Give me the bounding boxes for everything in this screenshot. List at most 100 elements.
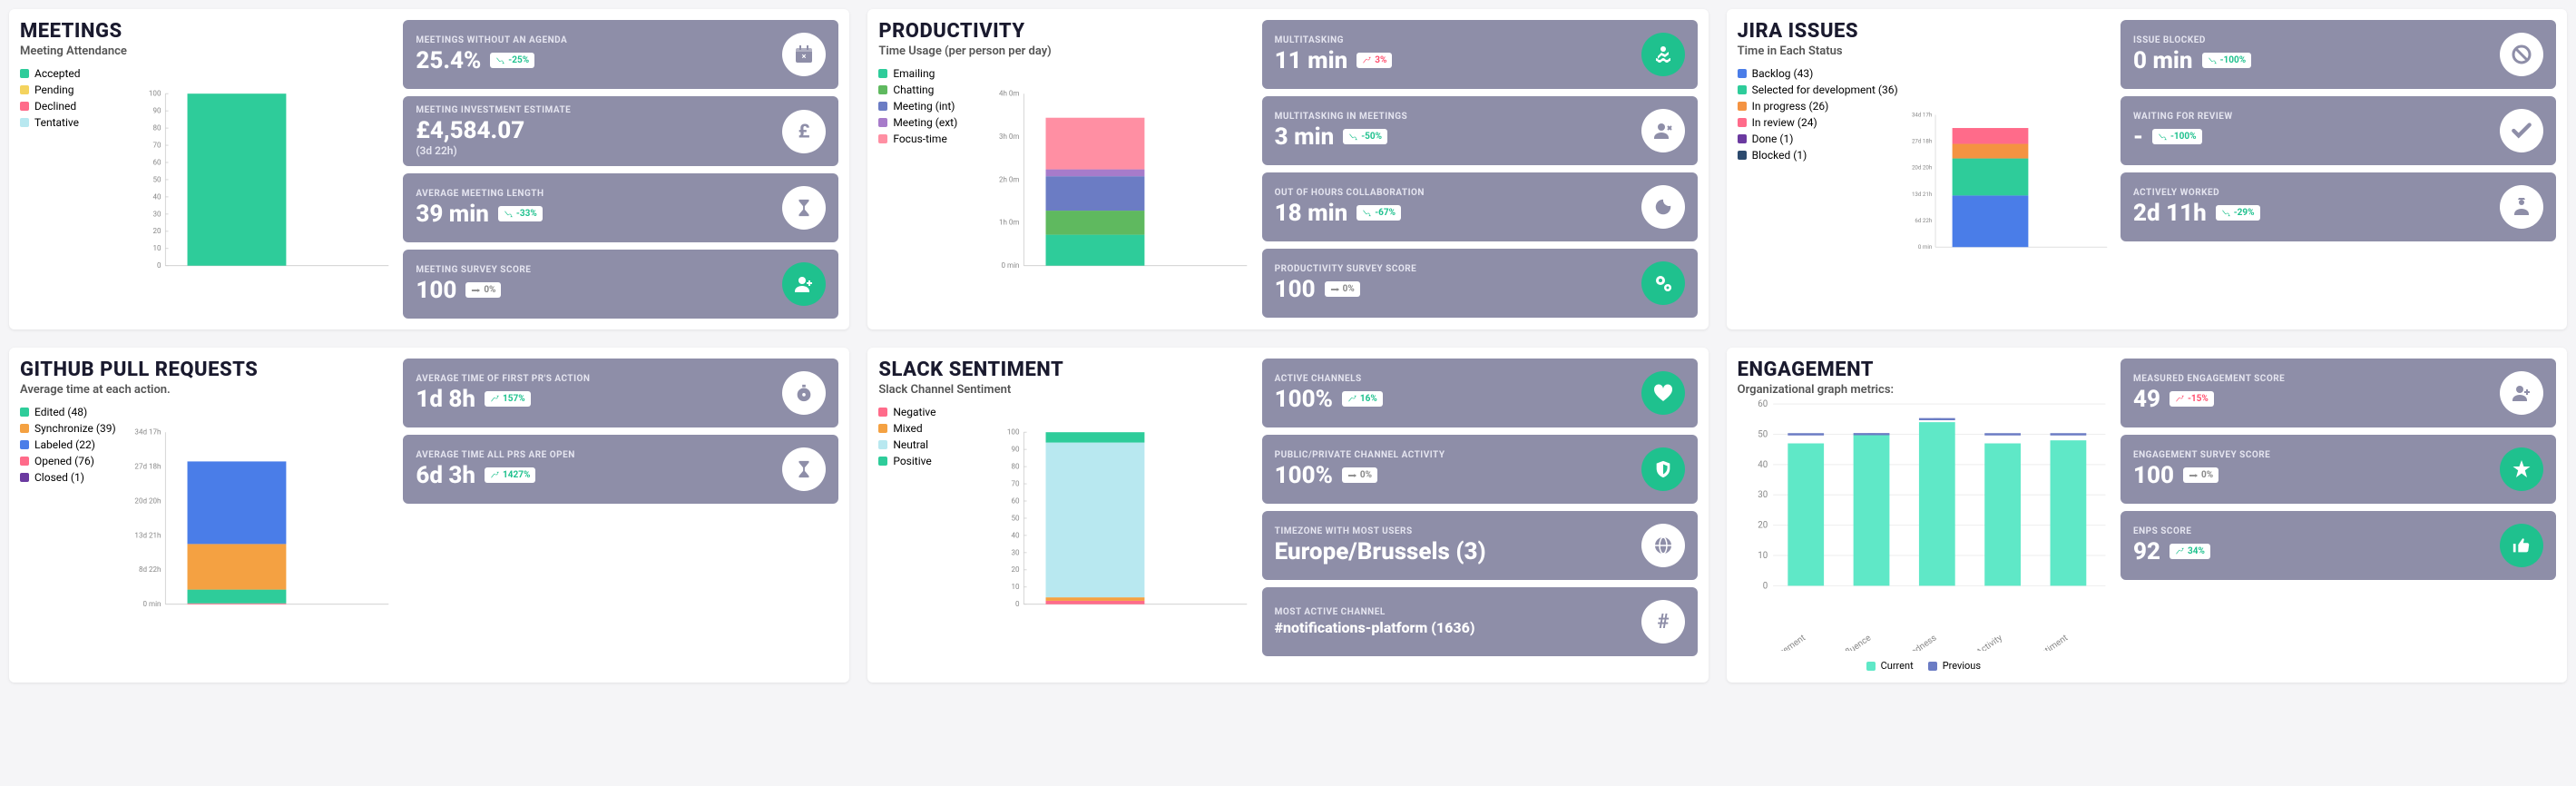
stat-tile: MOST ACTIVE CHANNEL #notifications-platf…	[1262, 587, 1698, 656]
user-plus-icon	[782, 262, 826, 306]
svg-text:10: 10	[1758, 551, 1768, 561]
stats-column: MEETINGS WITHOUT AN AGENDA 25.4%-25% × M…	[403, 20, 838, 319]
svg-text:0 min: 0 min	[1918, 243, 1932, 251]
stat-value: 6d 3h1427%	[416, 462, 782, 489]
legend-item: Labeled (22)	[20, 438, 120, 451]
stat-value: 1d 8h157%	[416, 386, 782, 413]
stat-label: MOST ACTIVE CHANNEL	[1275, 607, 1641, 617]
chart-legend: Backlog (43)Selected for development (36…	[1738, 67, 1898, 319]
calendar-icon: ×	[782, 33, 826, 76]
trend-badge: 0%	[2183, 467, 2218, 483]
svg-text:40: 40	[1012, 531, 1021, 539]
stat-value: Europe/Brussels (3)	[1275, 538, 1641, 565]
trend-badge: 3%	[1357, 53, 1392, 68]
svg-text:0 min: 0 min	[1002, 261, 1020, 270]
legend-item: Positive	[878, 455, 978, 467]
svg-text:Connectedness: Connectedness	[1883, 633, 1939, 651]
card-main: GITHUB PULL REQUESTS Average time at eac…	[20, 359, 392, 672]
legend-item: Accepted	[20, 67, 120, 80]
trend-badge: 0%	[1342, 467, 1377, 483]
card-github: GITHUB PULL REQUESTS Average time at eac…	[9, 348, 849, 683]
card-subtitle: Average time at each action.	[20, 383, 392, 397]
card-title: ENGAGEMENT	[1738, 359, 2110, 381]
chart-legend: NegativeMixedNeutralPositive	[878, 406, 978, 672]
legend-item: Declined	[20, 100, 120, 113]
hourglass-icon	[782, 186, 826, 230]
stat-value: 49-15%	[2133, 386, 2500, 413]
trend-badge: -100%	[2152, 129, 2202, 144]
card-title: PRODUCTIVITY	[878, 20, 1250, 43]
stat-value: 39 min-33%	[416, 201, 782, 228]
globe-icon	[1641, 524, 1685, 567]
ban-icon	[2500, 33, 2543, 76]
engagement-legend: CurrentPrevious	[1738, 660, 2110, 672]
card-title: GITHUB PULL REQUESTS	[20, 359, 392, 381]
stat-label: ENPS SCORE	[2133, 526, 2500, 536]
stat-label: MEETINGS WITHOUT AN AGENDA	[416, 35, 782, 45]
svg-text:30: 30	[152, 210, 162, 218]
legend-item: In progress (26)	[1738, 100, 1898, 113]
svg-text:×: ×	[802, 53, 807, 62]
stat-label: TIMEZONE WITH MOST USERS	[1275, 526, 1641, 536]
legend-item: Emailing	[878, 67, 978, 80]
svg-text:8d 22h: 8d 22h	[139, 565, 162, 574]
legend-item: Blocked (1)	[1738, 149, 1898, 162]
card-main: JIRA ISSUES Time in Each StatusBacklog (…	[1738, 20, 2110, 319]
stats-column: ISSUE BLOCKED 0 min-100% WAITING FOR REV…	[2121, 20, 2556, 319]
trend-badge: 157%	[485, 391, 531, 407]
svg-text:20d 20h: 20d 20h	[134, 496, 161, 505]
hash-icon: #	[1641, 600, 1685, 644]
stat-tile: ACTIVE CHANNELS 100%16%	[1262, 359, 1698, 427]
moon-icon	[1641, 185, 1685, 229]
card-title: MEETINGS	[20, 20, 392, 43]
svg-text:20d 20h: 20d 20h	[1912, 164, 1932, 172]
stat-value: 25.4%-25%	[416, 47, 782, 74]
stat-tile: MEETING INVESTMENT ESTIMATE £4,584.07 (3…	[403, 96, 838, 166]
legend-item: Synchronize (39)	[20, 422, 120, 435]
stat-value: --100%	[2133, 123, 2500, 151]
card-subtitle: Organizational graph metrics:	[1738, 383, 2110, 397]
card-main: MEETINGS Meeting AttendanceAcceptedPendi…	[20, 20, 392, 319]
svg-text:34d 17h: 34d 17h	[1912, 111, 1932, 118]
trend-badge: -25%	[490, 53, 534, 68]
legend-item: Opened (76)	[20, 455, 120, 467]
svg-text:90: 90	[152, 107, 162, 115]
card-engagement: ENGAGEMENT Organizational graph metrics:…	[1727, 348, 2567, 683]
stat-value: 1000%	[2133, 462, 2500, 489]
star-icon	[2500, 447, 2543, 491]
legend-item: Negative	[878, 406, 978, 418]
card-main: PRODUCTIVITY Time Usage (per person per …	[878, 20, 1250, 319]
svg-text:40: 40	[1758, 460, 1768, 470]
legend-item: Focus-time	[878, 133, 978, 145]
svg-text:20: 20	[1012, 565, 1021, 574]
stat-tile: AVERAGE TIME OF FIRST PR'S ACTION 1d 8h1…	[403, 359, 838, 427]
stat-tile: AVERAGE TIME ALL PRS ARE OPEN 6d 3h1427%	[403, 435, 838, 504]
stat-tile: OUT OF HOURS COLLABORATION 18 min-67%	[1262, 172, 1698, 241]
stat-tile: ISSUE BLOCKED 0 min-100%	[2121, 20, 2556, 89]
hourglass-icon	[782, 447, 826, 491]
legend-item: Pending	[20, 84, 120, 96]
card-main: SLACK SENTIMENT Slack Channel SentimentN…	[878, 359, 1250, 672]
stat-label: ACTIVELY WORKED	[2133, 188, 2500, 198]
stat-value: 1000%	[1275, 276, 1641, 303]
svg-text:20: 20	[1758, 521, 1768, 531]
stat-tile: ACTIVELY WORKED 2d 11h-29%	[2121, 172, 2556, 241]
stat-label: PRODUCTIVITY SURVEY SCORE	[1275, 264, 1641, 274]
trend-badge: -67%	[1357, 205, 1401, 221]
gears-icon	[1641, 261, 1685, 305]
svg-text:40: 40	[152, 192, 162, 201]
trend-badge: -15%	[2170, 391, 2214, 407]
stat-value: 100%16%	[1275, 386, 1641, 413]
stat-value: 1000%	[416, 277, 782, 304]
stat-tile: ENPS SCORE 9234%	[2121, 511, 2556, 580]
legend-item: Backlog (43)	[1738, 67, 1898, 80]
svg-text:13d 21h: 13d 21h	[1912, 191, 1932, 198]
engagement-chart: 0102030405060EngagementInfluenceConnecte…	[1738, 397, 2110, 654]
chart: 34d 17h27d 18h20d 20h13d 21h6d 22h0 min	[1907, 67, 2110, 319]
svg-text:Engagement: Engagement	[1761, 633, 1807, 651]
stopwatch-icon	[782, 371, 826, 415]
heart-icon	[1641, 371, 1685, 415]
stat-label: WAITING FOR REVIEW	[2133, 112, 2500, 122]
stat-label: OUT OF HOURS COLLABORATION	[1275, 188, 1641, 198]
pound-icon: £	[782, 110, 826, 153]
